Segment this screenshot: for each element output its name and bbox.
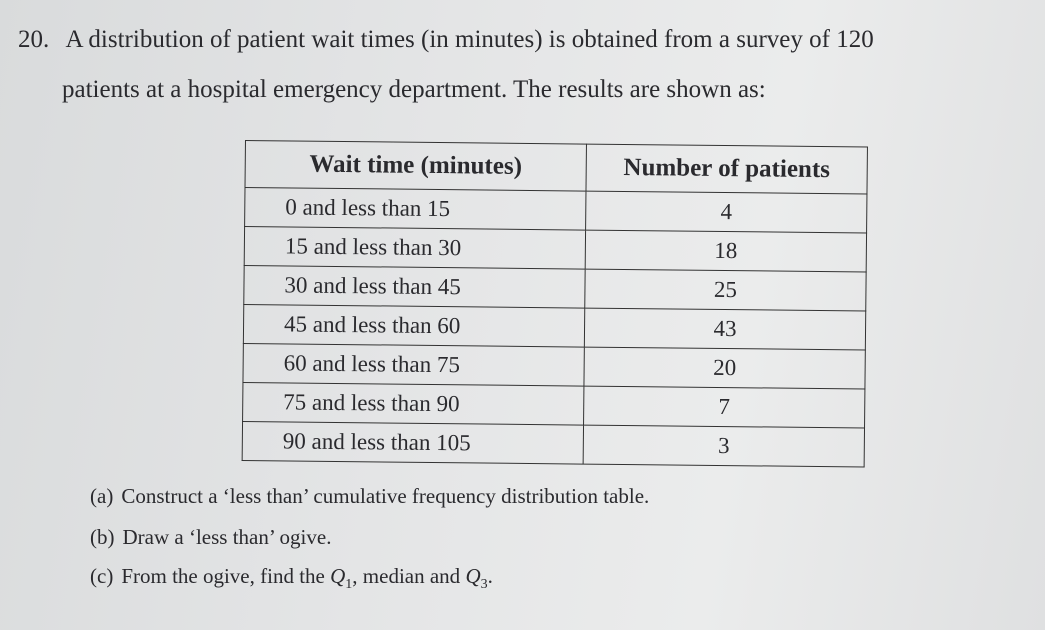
table-cell: 4	[585, 191, 867, 234]
table-cell: 15 and less than 30	[244, 226, 586, 270]
table-cell: 75 and less than 90	[242, 382, 584, 426]
question-number: 20.	[18, 26, 50, 53]
part-text: Q	[465, 564, 481, 588]
header-row: Wait time (minutes) Number of patients	[245, 140, 868, 195]
part-label: (b)	[90, 525, 115, 549]
intro-text: patients at a hospital emergency departm…	[62, 76, 766, 103]
part-text: Q	[330, 564, 346, 588]
table-cell: 7	[583, 386, 865, 429]
table-cell: 3	[583, 425, 865, 468]
part-label: (a)	[90, 484, 114, 508]
part-text: Construct a ‘less than’ cumulative frequ…	[121, 484, 650, 508]
table-row: 90 and less than 105 3	[242, 421, 865, 468]
part-text: From the ogive, find the	[121, 564, 331, 588]
part-text: 1	[345, 577, 353, 593]
data-table: Wait time (minutes) Number of patients 0 a…	[242, 140, 868, 468]
header-cell: Number of patients	[585, 144, 868, 195]
intro-text: A distribution of patient wait times (in…	[65, 26, 874, 53]
table-cell: 0 and less than 15	[244, 187, 586, 231]
table-cell: 30 and less than 45	[243, 265, 586, 309]
header-cell: Wait time (minutes)	[245, 140, 587, 192]
part-text: 3	[480, 577, 488, 593]
part: (b) Draw a ‘less than’ ogive.	[90, 525, 331, 550]
table-cell: 90 and less than 105	[242, 421, 584, 465]
table-row: 0 and less than 15 4	[244, 187, 867, 234]
table-row: 45 and less than 60 43	[243, 304, 866, 351]
table-cell: 18	[585, 230, 867, 273]
table-row: 30 and less than 45 25	[243, 265, 867, 312]
table-cell: 45 and less than 60	[243, 304, 585, 348]
part-label: (c)	[90, 564, 114, 588]
part: (c) From the ogive, find the Q1, median a…	[90, 564, 493, 593]
table-cell: 20	[583, 347, 866, 390]
table-row: 60 and less than 75 20	[242, 343, 866, 390]
table-cell: 43	[584, 308, 866, 351]
part-text: , median and	[352, 564, 466, 588]
question-line: 20. A distribution of patient wait times…	[18, 26, 874, 54]
part-text: Draw a ‘less than’ ogive.	[122, 525, 332, 549]
table-cell: 25	[584, 269, 867, 312]
part-text: .	[487, 564, 493, 588]
table-row: 75 and less than 90 7	[242, 382, 865, 429]
part: (a) Construct a ‘less than’ cumulative fr…	[90, 484, 649, 509]
table-row: 15 and less than 30 18	[244, 226, 867, 273]
table-cell: 60 and less than 75	[242, 343, 585, 387]
